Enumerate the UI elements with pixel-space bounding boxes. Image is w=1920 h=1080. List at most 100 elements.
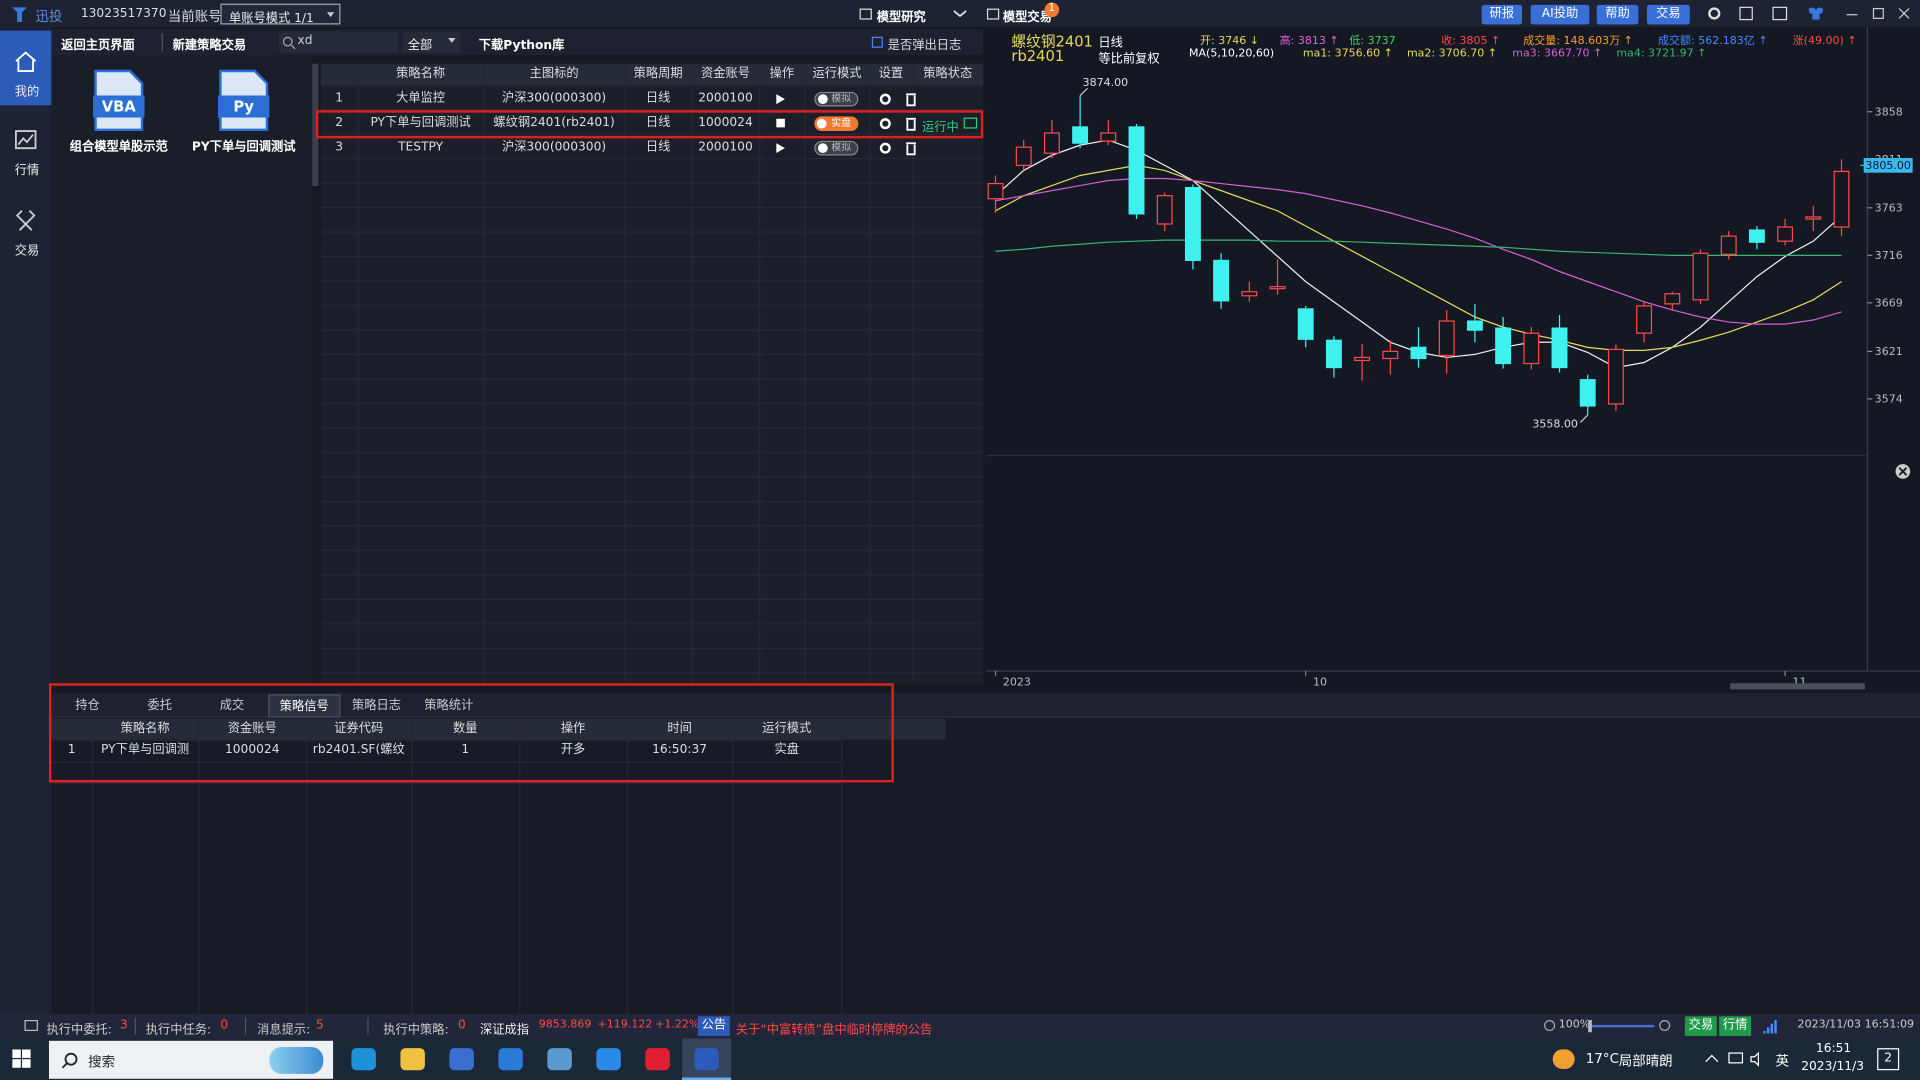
trade-tab[interactable]: 模型交易 [1002,11,1052,25]
delete-icon [906,117,916,131]
mode-select[interactable]: 单账号模式 1/1 [220,3,341,26]
taskbar-app[interactable] [449,1048,474,1071]
top-button[interactable]: 研报 [1481,4,1523,25]
candle-body [1043,132,1060,154]
bottom-tab[interactable]: 持仓 [51,694,123,717]
bottom-tab[interactable]: 委托 [124,694,196,717]
table-cell: 1 [335,91,344,106]
row-line [320,476,984,478]
tab-strip [51,693,1920,718]
toggle-knob [816,118,827,129]
row-line [320,255,984,258]
symbol-code: rb2401 [1011,47,1065,65]
x-tick-label: 10 [1313,676,1327,689]
symbol-name: 螺纹钢2401 [1011,33,1093,51]
template-badge: VBA [102,98,137,115]
column-line [198,718,200,1014]
column-line [411,718,413,1014]
sidebar-label[interactable]: 行情 [14,164,40,178]
taskbar-app[interactable] [645,1048,670,1071]
tray-chevron [1705,1054,1719,1063]
toolbar-separator [161,33,163,52]
template-label[interactable]: 组合模型单股示范 [69,140,168,155]
table-cell: 沪深300(000300) [501,91,607,106]
row-line [320,598,984,601]
taskbar-app[interactable] [547,1048,572,1071]
search-text: xd [297,34,313,48]
index-pct: +1.22% [655,1018,700,1032]
search-box[interactable]: xd [279,31,398,53]
operation-icon[interactable] [775,142,787,154]
table-cell: 1 [461,743,470,757]
filter-select[interactable]: 全部 [402,31,461,53]
y-tick-label: 3716 [1875,249,1903,262]
trade-status-label: 交易 [1688,1018,1714,1033]
signal-icon [1763,1020,1777,1034]
column-line [519,718,521,1014]
zoom-slider [1588,1024,1655,1028]
signal-bar [1766,1027,1770,1034]
ime: 英 [1775,1053,1789,1069]
home-button[interactable]: 返回主页界面 [61,39,135,53]
bottom-tab[interactable]: 成交 [196,694,268,717]
notification-badge: 1 [1044,2,1060,18]
status-value: 3 [120,1018,128,1033]
home-icon [15,51,37,72]
settings-icons [879,142,916,156]
row-line [320,672,984,674]
taskbar-app[interactable] [400,1048,425,1071]
start-button[interactable] [12,1049,32,1069]
notification-button[interactable]: 2 [1877,1048,1900,1071]
bottom-tab[interactable]: 策略日志 [340,694,412,717]
row-line [320,451,984,454]
tab-label: 策略日志 [352,699,402,713]
notice-tag-label: 公告 [701,1018,727,1033]
lens [64,1052,78,1066]
trade-status: 交易 [1684,1016,1717,1036]
mode-toggle[interactable]: 模拟 [814,140,859,156]
toolbar: 返回主页界面 新建策略交易 xd 全部 下载Python库 是否弹出日志 [51,29,984,56]
mode-toggle[interactable]: 实盘 [814,116,859,132]
delete-icon [906,142,916,156]
operation-icon[interactable] [775,93,787,105]
operation-icon[interactable] [775,118,787,130]
sidebar-label[interactable]: 交易 [14,244,40,259]
quote-stat: 成交量: 148.603万 ↑ [1523,35,1633,48]
top-button[interactable]: 交易 [1646,4,1690,25]
row-line [320,574,984,576]
bottom-tab[interactable]: 策略信号 [268,694,341,718]
research-dropdown[interactable] [947,2,974,24]
bottom-tab[interactable]: 策略统计 [413,694,485,717]
taskbar-app[interactable] [694,1048,719,1071]
separator [134,1017,136,1035]
download-button[interactable]: 下载Python库 [478,39,565,53]
table-cell: 1 [67,743,76,757]
top-button[interactable]: 帮助 [1596,4,1639,25]
sidebar-label[interactable]: 我的 [14,85,40,100]
notice-text[interactable]: 关于“中富转债”盘中临时停牌的公告 [735,1023,933,1038]
taskbar-app[interactable] [498,1048,523,1071]
top-button-label: 交易 [1656,7,1681,21]
log-checkbox[interactable] [871,36,883,48]
research-tab[interactable]: 模型研究 [876,11,926,25]
filter-text: 全部 [407,39,433,53]
toggle-knob [817,94,828,105]
row-line [320,378,984,380]
taskbar-app[interactable] [596,1048,621,1071]
new-strategy-button[interactable]: 新建策略交易 [172,39,247,53]
top-button[interactable]: AI投助 [1530,4,1590,25]
column-line [626,718,629,1014]
status-label: 执行中策略: [383,1023,449,1038]
clock-time: 16:51 [1815,1042,1852,1056]
index-change: +119.122 [597,1018,653,1032]
sidebar-icon [15,130,37,150]
candle-body [1382,350,1399,360]
quote-stat: 成交额: 562.183亿 ↑ [1657,35,1768,48]
template-label[interactable]: PY下单与回调测试 [191,140,296,155]
taskbar-app[interactable] [351,1048,376,1071]
column-header: 运行模式 [762,722,812,736]
table-cell: 2000100 [698,140,753,155]
taskbar-search[interactable]: 搜索 [48,1040,334,1079]
mode-toggle[interactable]: 模拟 [814,91,859,107]
